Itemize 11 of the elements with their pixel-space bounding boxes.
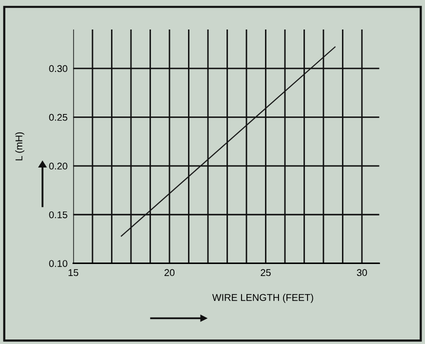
- y-tick-label: 0.25: [49, 114, 68, 121]
- x-tick-label: 15: [68, 269, 78, 276]
- y-axis-title: L (mH): [15, 132, 24, 160]
- x-tick-label: 30: [356, 269, 367, 276]
- x-tick-label: 20: [164, 269, 175, 276]
- x-axis-title: WIRE LENGTH (FEET): [212, 294, 314, 303]
- y-tick-label: 0.30: [49, 65, 68, 72]
- y-tick-label: 0.20: [49, 162, 68, 170]
- x-tick-label: 25: [260, 269, 271, 276]
- y-tick-label: 0.10: [49, 260, 68, 267]
- y-tick-label: 0.15: [49, 211, 68, 218]
